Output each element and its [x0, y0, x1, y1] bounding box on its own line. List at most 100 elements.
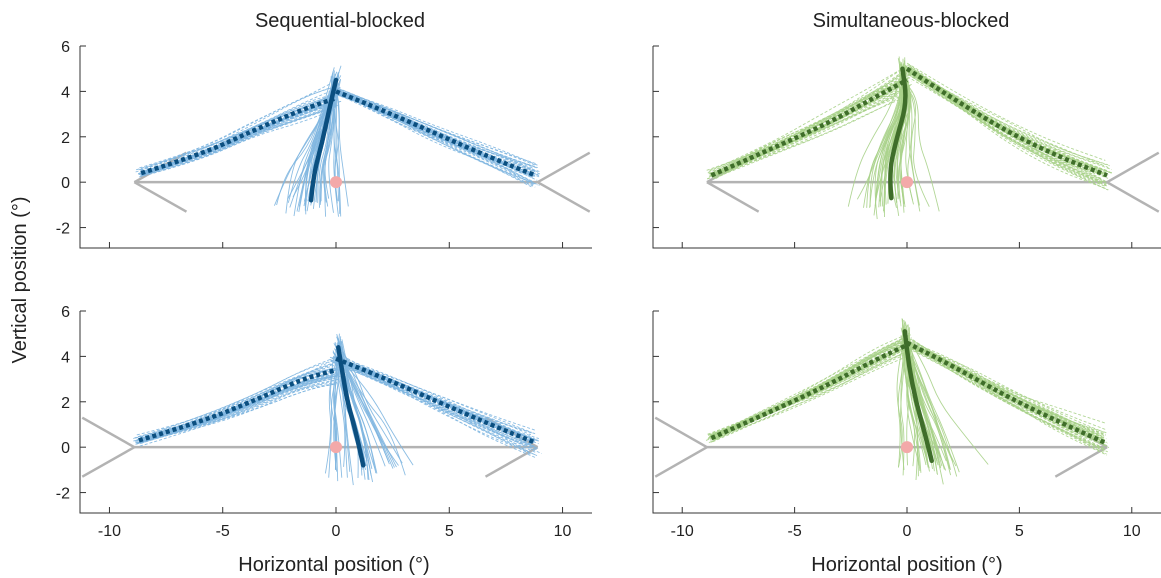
pursuit-trial — [906, 71, 1101, 184]
pursuit-trial — [135, 383, 335, 445]
pursuit-trial — [906, 64, 1113, 174]
mean-pursuit-right — [905, 66, 1108, 178]
figure-fin — [1054, 446, 1108, 478]
pursuit-trial — [710, 337, 907, 437]
saccade-trial — [874, 63, 903, 220]
pursuit-trial — [909, 338, 1109, 434]
saccade-trial — [904, 336, 960, 473]
y-axis-label: Vertical position (°) — [9, 197, 31, 364]
pursuit-trial — [337, 87, 536, 168]
pursuit-trial — [905, 66, 1108, 175]
pursuit-trial — [136, 367, 340, 441]
pursuit-trial — [907, 70, 1105, 187]
y-tick-label: 2 — [61, 395, 70, 412]
pursuit-trial — [907, 71, 1109, 184]
y-tick-label: 0 — [61, 175, 70, 192]
pursuit-trial — [337, 359, 534, 444]
pursuit-trial — [708, 350, 908, 444]
individual-trials — [706, 56, 1113, 220]
pursuit-trial — [336, 361, 537, 450]
pursuit-trial — [140, 104, 337, 173]
figure-fin — [133, 181, 188, 213]
pursuit-trial — [908, 340, 1107, 424]
pursuit-trial — [711, 74, 911, 177]
pursuit-trial — [333, 360, 536, 456]
pursuit-trial — [715, 84, 911, 179]
saccade-trial — [336, 336, 397, 468]
y-tick-label: 2 — [61, 130, 70, 147]
saccade-trial — [338, 355, 406, 476]
x-tick-label: 0 — [332, 523, 341, 540]
mean-pursuit-left — [710, 78, 909, 178]
figure-fin — [537, 181, 591, 213]
panel-simultaneous-bottom: -10 -5 0 5 10 — [652, 310, 1161, 540]
pursuit-trial — [909, 67, 1109, 168]
pursuit-trial — [337, 361, 539, 451]
saccade-trial — [903, 333, 952, 476]
saccade-trial — [900, 76, 940, 212]
pursuit-trial — [708, 332, 911, 438]
fixation-point — [901, 441, 913, 454]
pursuit-trial — [338, 92, 540, 186]
panel-sequential-bottom: -2 0 2 4 6 -10 -5 0 5 10 — [56, 304, 592, 540]
x-tick-label: -10 — [671, 523, 694, 540]
pursuit-trial — [711, 88, 910, 178]
saccade-trial — [296, 84, 334, 212]
x-axis-label-right: Horizontal position (°) — [811, 554, 1002, 576]
pursuit-trial — [909, 67, 1113, 174]
pursuit-trial — [139, 86, 336, 169]
pursuit-trial — [138, 361, 330, 441]
saccade-trial — [896, 71, 911, 199]
y-tick-label: 6 — [61, 304, 70, 321]
pursuit-trial — [712, 340, 911, 438]
pursuit-trial — [907, 67, 1113, 174]
figure-fin — [81, 446, 135, 478]
pursuit-trial — [136, 372, 331, 444]
pursuit-trial — [906, 62, 1106, 161]
panel-sequential-top: Sequential-blocked -2 0 2 4 6 — [56, 10, 592, 249]
figure-fin — [1106, 181, 1160, 213]
saccade-trial — [287, 67, 335, 203]
pursuit-trial — [906, 340, 1103, 440]
pursuit-trial — [141, 374, 340, 442]
pursuit-trial — [707, 95, 909, 180]
pursuit-trial — [338, 89, 537, 172]
pursuit-trial — [336, 92, 535, 184]
mean-pursuit-right — [335, 356, 537, 445]
saccade-trial — [334, 352, 354, 486]
saccade-trial — [896, 325, 908, 467]
fixation-point — [330, 441, 342, 454]
pursuit-trial — [713, 88, 908, 178]
pursuit-trial — [904, 68, 1109, 179]
pursuit-trial — [330, 87, 537, 166]
saccade-trial — [899, 73, 911, 208]
pursuit-trial — [338, 91, 533, 182]
pursuit-trial — [135, 92, 338, 171]
individual-trials — [135, 65, 541, 217]
mean-pursuit-left — [710, 342, 908, 441]
fixation-point — [901, 176, 913, 189]
pursuit-trial — [912, 339, 1107, 435]
y-tick-label: 4 — [61, 349, 70, 366]
figure-fin — [1106, 151, 1160, 184]
pursuit-trial — [905, 66, 1109, 176]
mean-saccade — [888, 66, 908, 201]
mean-saccade — [902, 329, 934, 464]
pursuit-trial — [707, 337, 912, 435]
mean-pursuit-right — [335, 89, 537, 178]
mean-pursuit-left — [138, 367, 337, 443]
panel-simultaneous-top: Simultaneous-blocked — [652, 10, 1161, 249]
pursuit-trial — [333, 361, 536, 459]
saccade-trial — [328, 78, 342, 213]
panel-title: Sequential-blocked — [255, 10, 425, 32]
pursuit-trial — [709, 71, 906, 171]
pursuit-trial — [337, 358, 536, 453]
pursuit-trial — [138, 378, 333, 442]
figure-fin — [654, 446, 708, 478]
x-tick-label: -10 — [98, 523, 121, 540]
x-tick-label: 0 — [903, 523, 912, 540]
saccade-trial — [339, 355, 394, 469]
saccade-trial — [336, 333, 390, 465]
pursuit-trial — [906, 344, 1106, 450]
